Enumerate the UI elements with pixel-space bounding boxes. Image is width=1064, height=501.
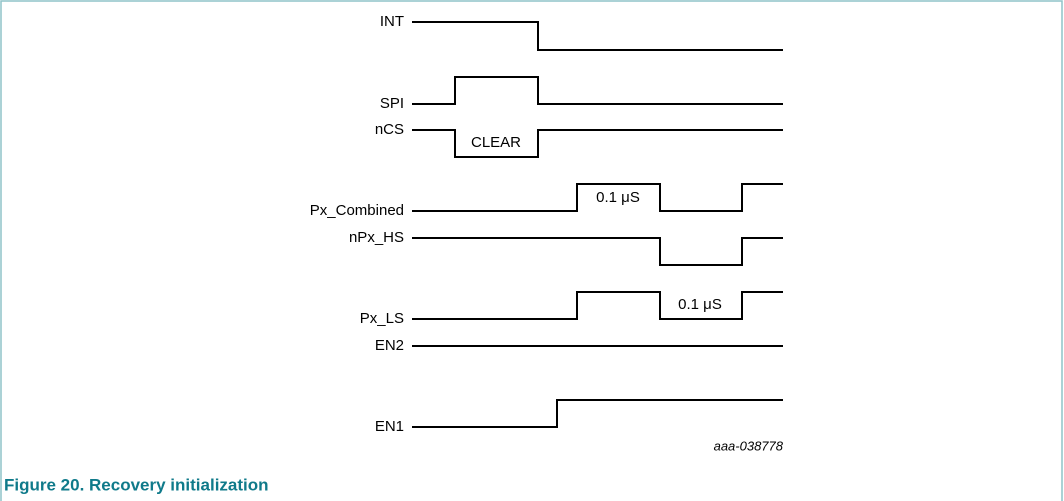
annotation: 0.1 μS [596,189,640,206]
waveform [412,291,783,320]
signal-label: nCS [375,121,404,138]
signal-label: EN2 [375,337,404,354]
figure-id: aaa-038778 [714,438,784,453]
waveform [412,76,783,105]
waveform [412,237,783,266]
caption: Figure 20. Recovery initialization [4,475,269,494]
signal-label: SPI [380,95,404,112]
waveform [412,129,783,158]
annotation: 0.1 μS [678,296,722,313]
signal-label: INT [380,13,404,30]
signal-label: EN1 [375,418,404,435]
signal-label: Px_LS [360,310,404,327]
waveform [412,399,783,428]
annotation: CLEAR [471,134,521,151]
signal-label: nPx_HS [349,229,404,246]
signal-label: Px_Combined [310,202,404,219]
waveform [412,183,783,212]
waveform [412,21,783,51]
